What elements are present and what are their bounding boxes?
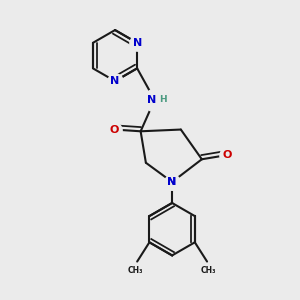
Text: O: O: [222, 150, 232, 160]
Text: N: N: [167, 177, 177, 187]
Text: N: N: [167, 177, 177, 187]
Text: O: O: [110, 124, 119, 134]
Text: N: N: [133, 38, 142, 48]
Text: CH₃: CH₃: [128, 266, 143, 275]
Text: H: H: [160, 95, 167, 104]
Text: N: N: [110, 76, 120, 86]
Text: N: N: [146, 95, 156, 105]
Text: CH₃: CH₃: [201, 266, 217, 275]
